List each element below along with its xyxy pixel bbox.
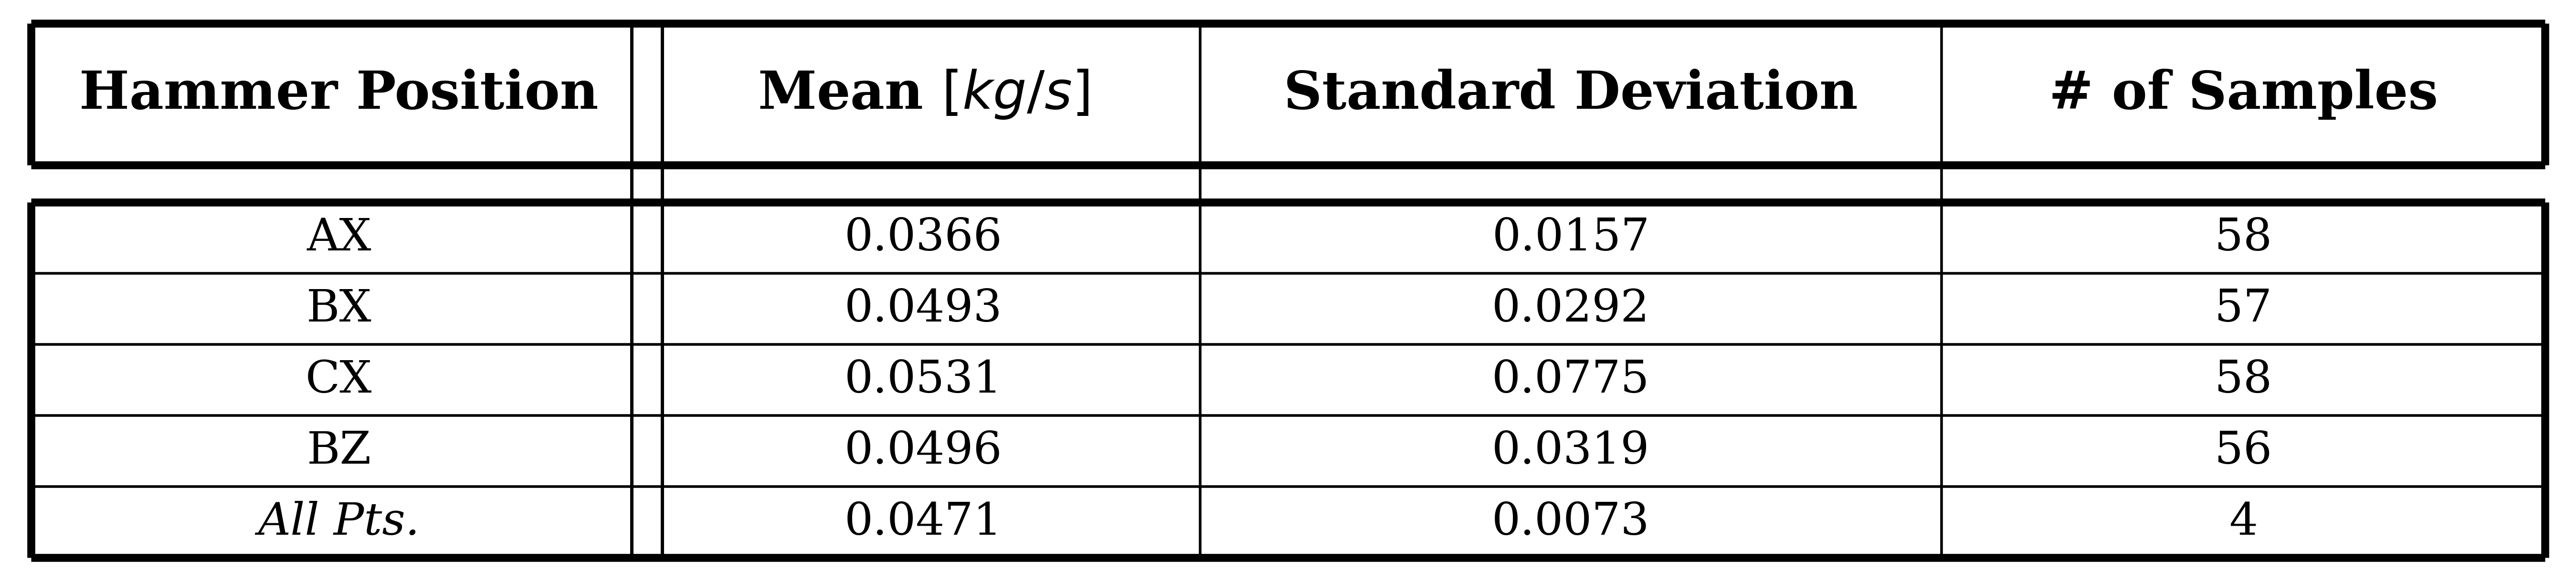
Text: Mean $[kg/s]$: Mean $[kg/s]$ [757,67,1090,120]
Text: Hammer Position: Hammer Position [80,69,598,120]
Text: 58: 58 [2215,358,2272,401]
Text: BZ: BZ [307,430,371,472]
Text: 0.0292: 0.0292 [1492,288,1649,331]
Text: 57: 57 [2215,288,2272,331]
Text: AX: AX [307,216,371,259]
Text: BX: BX [307,288,371,331]
Text: CX: CX [307,358,371,401]
Text: 0.0775: 0.0775 [1492,358,1649,401]
Text: 0.0496: 0.0496 [845,430,1002,472]
Text: 0.0157: 0.0157 [1492,216,1649,259]
Text: 0.0073: 0.0073 [1492,501,1649,544]
Text: 0.0531: 0.0531 [845,358,1002,401]
Text: 0.0471: 0.0471 [845,501,1002,544]
Text: 0.0319: 0.0319 [1492,430,1649,472]
Text: All Pts.: All Pts. [258,501,420,544]
Text: 4: 4 [2228,501,2257,544]
Text: 58: 58 [2215,216,2272,259]
Text: Standard Deviation: Standard Deviation [1283,69,1857,120]
Text: 56: 56 [2215,430,2272,472]
Text: 0.0366: 0.0366 [845,216,1002,259]
Text: # of Samples: # of Samples [2048,69,2437,120]
Text: 0.0493: 0.0493 [845,288,1002,331]
